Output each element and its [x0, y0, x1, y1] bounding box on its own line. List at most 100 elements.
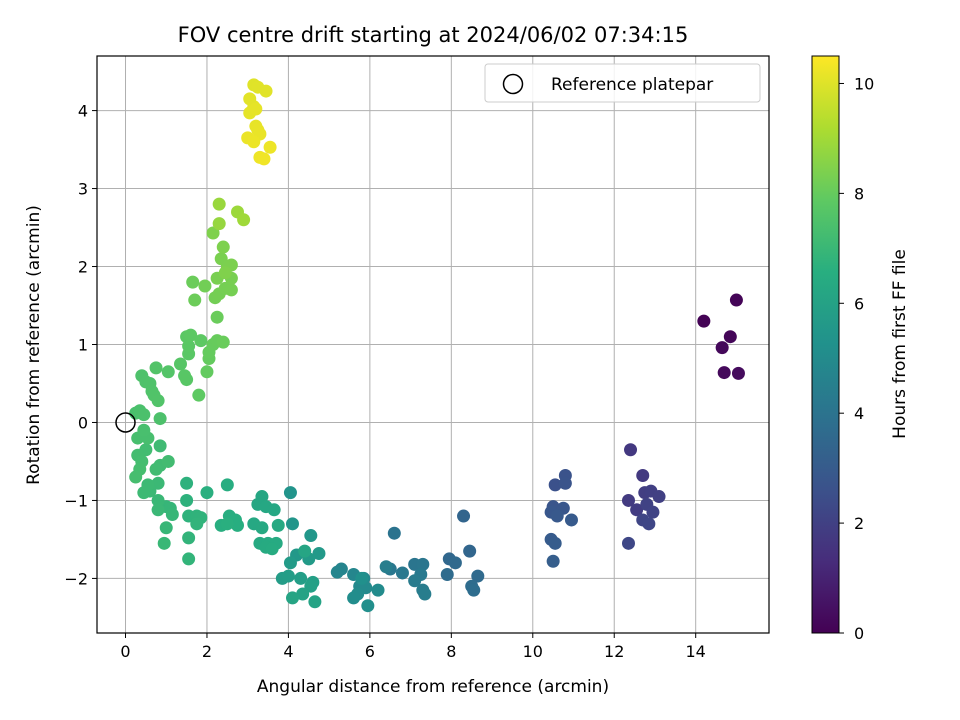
data-point: [210, 310, 224, 324]
data-point: [137, 423, 151, 437]
data-point: [731, 366, 745, 380]
data-point: [149, 361, 163, 375]
data-point: [371, 583, 385, 597]
data-point: [129, 470, 143, 484]
data-point: [312, 546, 326, 560]
data-point: [137, 408, 151, 422]
data-point: [361, 599, 375, 613]
data-point: [550, 509, 564, 523]
data-point: [723, 330, 737, 344]
data-point: [137, 486, 151, 500]
data-point: [231, 518, 245, 532]
data-point: [304, 529, 318, 543]
data-point: [379, 560, 393, 574]
y-axis-ticks: −2 −1 0 1 2 3 4: [64, 102, 97, 588]
data-point: [285, 517, 299, 531]
data-point: [467, 583, 481, 597]
data-point: [621, 493, 635, 507]
data-point: [630, 503, 644, 517]
colorbar-tick-label: 10: [854, 74, 874, 93]
data-point: [216, 240, 230, 254]
y-tick-label: 3: [78, 180, 88, 199]
data-point: [642, 517, 656, 531]
data-point: [153, 412, 167, 426]
data-point: [387, 526, 401, 540]
x-tick-label: 4: [283, 642, 293, 661]
colorbar-ticks: 0 2 4 6 8 10: [839, 74, 874, 643]
data-point: [151, 476, 165, 490]
y-axis-label: Rotation from reference (arcmin): [24, 205, 44, 485]
data-point: [355, 571, 369, 585]
data-point: [173, 357, 187, 371]
data-point: [263, 140, 277, 154]
y-tick-label: 4: [78, 102, 88, 121]
legend-entry-reference: Reference platepar: [551, 75, 713, 95]
data-point: [697, 314, 711, 328]
data-point: [212, 217, 226, 231]
data-point: [180, 476, 194, 490]
data-point: [220, 517, 234, 531]
colorbar-tick-label: 0: [854, 624, 864, 643]
data-point: [182, 552, 196, 566]
colorbar-gradient: [811, 55, 840, 634]
data-point: [646, 505, 660, 519]
x-tick-label: 10: [523, 642, 543, 661]
x-tick-label: 2: [202, 642, 212, 661]
colorbar-tick-label: 4: [854, 404, 864, 423]
data-point: [194, 334, 208, 348]
data-point: [330, 565, 344, 579]
data-point: [283, 486, 297, 500]
data-point: [259, 84, 273, 98]
data-point: [151, 503, 165, 517]
data-point: [652, 490, 666, 504]
data-point: [200, 365, 214, 379]
data-point: [308, 595, 322, 609]
x-tick-label: 12: [604, 642, 624, 661]
y-tick-label: 0: [78, 413, 88, 432]
data-point: [267, 503, 281, 517]
data-point: [304, 579, 318, 593]
data-point: [151, 394, 165, 408]
data-point: [265, 542, 279, 556]
data-point: [165, 507, 179, 521]
data-point: [283, 556, 297, 570]
legend-reference-marker: [502, 73, 524, 95]
data-point: [296, 587, 310, 601]
data-point: [161, 454, 175, 468]
colorbar-label: Hours from first FF file: [890, 249, 910, 439]
data-point: [212, 197, 226, 211]
data-point: [298, 544, 312, 558]
data-point: [729, 293, 743, 307]
data-point: [416, 557, 430, 571]
data-point: [546, 554, 560, 568]
colorbar-tick-label: 2: [854, 514, 864, 533]
data-point: [153, 439, 167, 453]
data-point: [188, 293, 202, 307]
data-point: [198, 279, 212, 293]
data-point: [408, 574, 422, 588]
data-point: [186, 275, 200, 289]
data-point: [190, 517, 204, 531]
data-point: [457, 509, 471, 523]
data-point: [463, 544, 477, 558]
data-point: [180, 373, 194, 387]
y-tick-label: −2: [64, 569, 88, 588]
colorbar: 0 2 4 6 8 10 Hours from first FF file: [811, 55, 910, 643]
x-tick-label: 0: [120, 642, 130, 661]
data-point: [558, 476, 572, 490]
data-point: [636, 468, 650, 482]
data-point: [395, 566, 409, 580]
data-point: [621, 536, 635, 550]
data-point: [184, 328, 198, 342]
data-point: [216, 335, 230, 349]
y-tick-label: 1: [78, 336, 88, 355]
data-point: [294, 571, 308, 585]
reference-marker-group: [115, 412, 136, 433]
legend: Reference platepar: [484, 63, 761, 103]
chart-title: FOV centre drift starting at 2024/06/02 …: [178, 23, 689, 47]
data-point: [564, 513, 578, 527]
data-point: [182, 531, 196, 545]
x-tick-label: 14: [686, 642, 706, 661]
data-point: [180, 493, 194, 507]
